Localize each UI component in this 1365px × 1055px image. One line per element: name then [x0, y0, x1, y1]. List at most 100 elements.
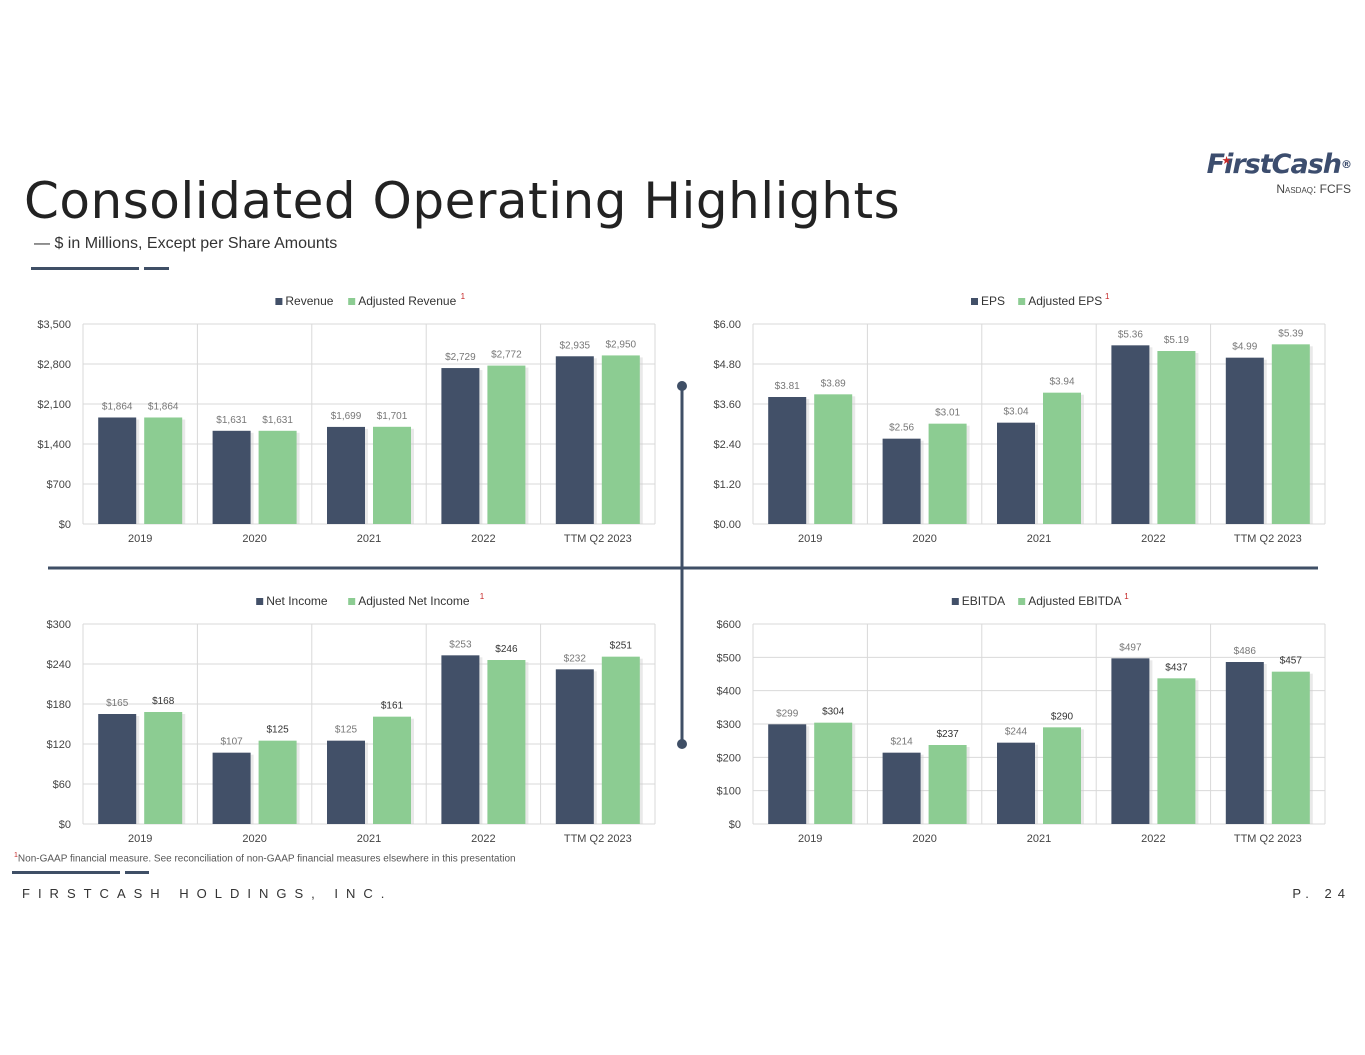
footnote: 1Non-GAAP financial measure. See reconci… [14, 852, 516, 864]
eps-data-label-1-3: $5.19 [1164, 335, 1189, 346]
footnote-mark: 1 [14, 852, 18, 859]
revenue-data-label-0-0: $1,864 [102, 401, 133, 412]
ebitda-bar-1-4 [1271, 671, 1310, 824]
revenue-ytick-0: $0 [59, 519, 71, 531]
eps-bar-1-1 [928, 423, 967, 524]
net-income-bar-0-4 [555, 669, 594, 824]
ebitda-ytick-3: $300 [717, 719, 741, 731]
net-income-chart: Net Income Adjusted Net Income 1 $0 $60 $120 $… [47, 592, 656, 845]
revenue-legend-label-1: Adjusted Revenue [358, 294, 456, 308]
revenue-legend-swatch-1 [348, 298, 356, 305]
eps-bar-0-2 [997, 422, 1035, 524]
eps-data-label-0-0: $3.81 [775, 381, 800, 392]
revenue-data-label-0-1: $1,631 [216, 415, 247, 426]
revenue-data-label-1-2: $1,701 [377, 411, 408, 422]
net-income-bar-1-1 [258, 740, 297, 824]
revenue-ytick-1: $700 [47, 479, 71, 491]
revenue-legend-footnote-mark: 1 [461, 292, 466, 301]
net-income-data-label-0-2: $125 [335, 725, 358, 736]
revenue-chart: Revenue Adjusted Revenue 1 $0 $700 $1,400 $2,1… [37, 292, 656, 545]
eps-ytick-3: $3.60 [713, 399, 741, 411]
eps-xtick-3: 2022 [1141, 533, 1165, 545]
revenue-bar-1-2 [373, 426, 411, 524]
eps-ytick-4: $4.80 [713, 359, 741, 371]
revenue-bar-1-1 [258, 430, 297, 524]
revenue-xtick-1: 2020 [242, 533, 266, 545]
net-income-legend-label-0: Net Income [266, 594, 328, 608]
ebitda-ytick-2: $200 [717, 752, 741, 764]
net-income-data-label-1-3: $246 [495, 644, 518, 655]
ebitda-data-label-0-2: $244 [1005, 727, 1028, 738]
revenue-bar-0-1 [212, 430, 251, 524]
revenue-ytick-5: $3,500 [37, 319, 71, 331]
ebitda-data-label-0-0: $299 [776, 708, 799, 719]
net-income-data-label-0-3: $253 [449, 639, 472, 650]
net-income-xtick-0: 2019 [128, 833, 152, 845]
ebitda-ytick-1: $100 [717, 786, 741, 798]
logo-star-icon: ★ [1221, 154, 1232, 167]
company-name: FIRSTCASH HOLDINGS, INC. [22, 886, 393, 901]
eps-legend-footnote-mark: 1 [1105, 292, 1110, 301]
ebitda-legend-footnote-mark: 1 [1124, 592, 1129, 601]
revenue-xtick-0: 2019 [128, 533, 152, 545]
revenue-ytick-2: $1,400 [37, 439, 71, 451]
eps-xtick-0: 2019 [798, 533, 822, 545]
net-income-bar-1-0 [144, 712, 183, 824]
eps-legend-label-0: EPS [981, 294, 1005, 308]
ebitda-legend-label-0: EBITDA [962, 594, 1005, 608]
eps-legend-label-1: Adjusted EPS [1028, 294, 1102, 308]
eps-bar-1-2 [1043, 392, 1081, 524]
logo-wordmark: ★ FirstCash® [1206, 149, 1352, 180]
title-underline-short [144, 267, 169, 270]
ebitda-bar-0-0 [768, 724, 807, 824]
net-income-data-label-0-0: $165 [106, 698, 129, 709]
net-income-ytick-1: $60 [53, 779, 71, 791]
vertical-divider-bottom-dot [677, 739, 687, 749]
net-income-bar-1-3 [487, 660, 526, 824]
ebitda-data-label-0-3: $497 [1119, 642, 1142, 653]
ebitda-data-label-1-3: $437 [1165, 662, 1188, 673]
ebitda-bar-1-0 [814, 722, 853, 824]
revenue-bar-1-3 [487, 365, 526, 524]
eps-data-label-0-1: $2.56 [889, 423, 914, 434]
ebitda-bar-0-1 [882, 752, 921, 824]
ebitda-xtick-2: 2021 [1027, 833, 1051, 845]
net-income-bar-0-0 [98, 714, 137, 824]
net-income-legend-footnote-mark: 1 [480, 592, 485, 601]
eps-bar-1-0 [814, 394, 853, 524]
net-income-bar-1-4 [601, 656, 640, 824]
revenue-xtick-4: TTM Q2 2023 [564, 533, 632, 545]
eps-data-label-1-1: $3.01 [935, 408, 960, 419]
revenue-legend-swatch-0 [275, 298, 283, 305]
net-income-bar-1-2 [373, 716, 411, 824]
ebitda-data-label-0-4: $486 [1234, 646, 1257, 657]
eps-ytick-5: $6.00 [713, 319, 741, 331]
net-income-ytick-4: $240 [47, 659, 71, 671]
ebitda-legend-swatch-1 [1018, 598, 1026, 605]
revenue-ytick-4: $2,800 [37, 359, 71, 371]
revenue-bar-0-3 [441, 368, 480, 524]
net-income-ytick-2: $120 [47, 739, 71, 751]
ebitda-bar-0-2 [997, 742, 1035, 824]
page-subtitle: — $ in Millions, Except per Share Amount… [34, 235, 338, 252]
net-income-ytick-3: $180 [47, 699, 71, 711]
revenue-xtick-3: 2022 [471, 533, 495, 545]
net-income-ytick-0: $0 [59, 819, 71, 831]
net-income-xtick-1: 2020 [242, 833, 266, 845]
revenue-data-label-1-1: $1,631 [262, 415, 293, 426]
ebitda-data-label-1-1: $237 [936, 729, 959, 740]
revenue-bar-0-4 [555, 356, 594, 524]
eps-bar-0-1 [882, 438, 921, 524]
net-income-data-label-0-1: $107 [220, 737, 243, 748]
ebitda-legend-swatch-0 [951, 598, 959, 605]
net-income-legend: Net Income Adjusted Net Income 1 [256, 592, 485, 608]
logo-wordmark-text: FirstCash [1206, 149, 1342, 180]
eps-ytick-0: $0.00 [713, 519, 741, 531]
logo-ticker: Nasdaq: FCFS [1276, 182, 1351, 196]
revenue-data-label-1-4: $2,950 [606, 339, 637, 350]
revenue-data-label-1-3: $2,772 [491, 350, 522, 361]
eps-ytick-2: $2.40 [713, 439, 741, 451]
net-income-data-label-1-1: $125 [266, 725, 289, 736]
ebitda-ytick-5: $500 [717, 652, 741, 664]
eps-xtick-2: 2021 [1027, 533, 1051, 545]
